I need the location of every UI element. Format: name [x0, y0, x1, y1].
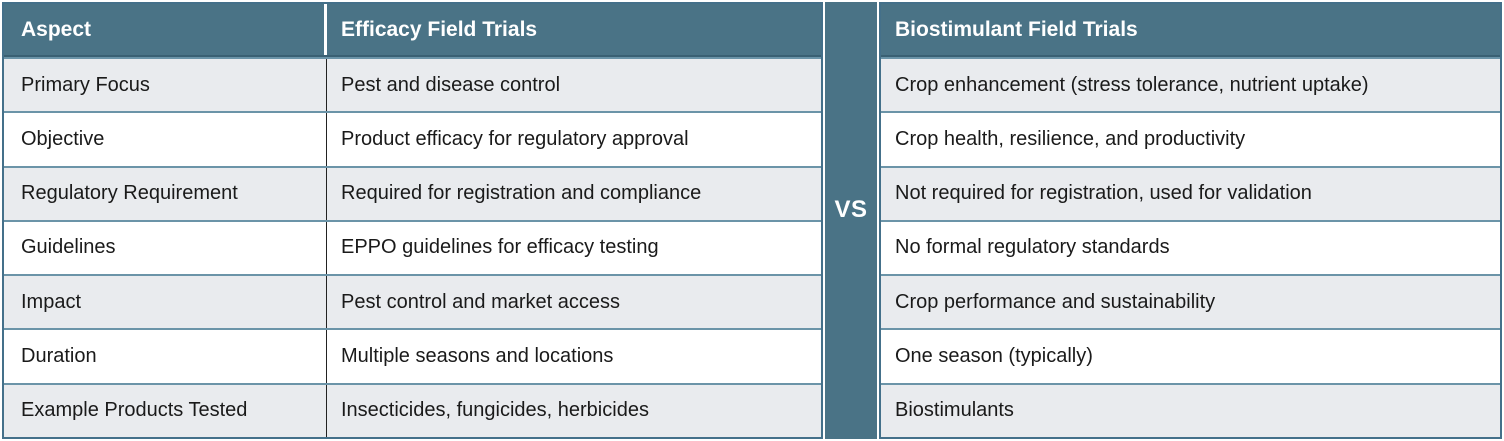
vs-label: VS: [834, 195, 868, 223]
table-row: Duration Multiple seasons and locations: [4, 328, 821, 383]
aspect-column-header: Aspect: [4, 4, 327, 55]
biostimulant-cell: Not required for registration, used for …: [895, 182, 1312, 205]
biostimulant-table: Biostimulant Field Trials Crop enhanceme…: [879, 2, 1502, 439]
aspect-cell: Regulatory Requirement: [4, 167, 327, 220]
efficacy-table-header-row: Aspect Efficacy Field Trials: [4, 4, 821, 57]
efficacy-cell: Product efficacy for regulatory approval: [341, 127, 689, 150]
table-row: Crop health, resilience, and productivit…: [881, 111, 1500, 166]
aspect-cell: Duration: [4, 330, 327, 383]
table-row: One season (typically): [881, 328, 1500, 383]
biostimulant-cell: Biostimulants: [895, 399, 1014, 422]
efficacy-cell: Insecticides, fungicides, herbicides: [341, 399, 649, 422]
biostimulant-cell: One season (typically): [895, 345, 1093, 368]
efficacy-column-header: Efficacy Field Trials: [341, 17, 538, 41]
efficacy-cell: EPPO guidelines for efficacy testing: [341, 236, 659, 259]
efficacy-cell: Pest control and market access: [341, 290, 621, 313]
table-row: Not required for registration, used for …: [881, 165, 1500, 220]
aspect-cell: Guidelines: [4, 221, 327, 275]
biostimulant-cell: Crop enhancement (stress tolerance, nutr…: [895, 73, 1369, 96]
biostimulant-column-header: Biostimulant Field Trials: [895, 17, 1138, 41]
table-row: Crop performance and sustainability: [881, 274, 1500, 329]
table-row: Biostimulants: [881, 382, 1500, 437]
biostimulant-table-header-row: Biostimulant Field Trials: [881, 4, 1500, 57]
table-row: Primary Focus Pest and disease control: [4, 57, 821, 112]
table-row: Objective Product efficacy for regulator…: [4, 111, 821, 166]
aspect-cell: Impact: [4, 276, 327, 329]
table-row: No formal regulatory standards: [881, 219, 1500, 275]
biostimulant-cell: Crop performance and sustainability: [895, 290, 1216, 313]
table-row: Crop enhancement (stress tolerance, nutr…: [881, 57, 1500, 112]
efficacy-cell: Multiple seasons and locations: [341, 345, 614, 368]
biostimulant-cell: No formal regulatory standards: [895, 236, 1170, 259]
aspect-cell: Example Products Tested: [4, 384, 327, 437]
aspect-cell: Objective: [4, 113, 327, 166]
vs-divider-band: VS: [825, 2, 877, 439]
table-row: Example Products Tested Insecticides, fu…: [4, 382, 821, 437]
table-row: Guidelines EPPO guidelines for efficacy …: [4, 219, 821, 275]
table-row: Impact Pest control and market access: [4, 274, 821, 329]
biostimulant-cell: Crop health, resilience, and productivit…: [895, 127, 1246, 150]
efficacy-cell: Pest and disease control: [341, 73, 561, 96]
efficacy-table: Aspect Efficacy Field Trials Primary Foc…: [2, 2, 823, 439]
table-row: Regulatory Requirement Required for regi…: [4, 165, 821, 220]
aspect-cell: Primary Focus: [4, 59, 327, 112]
efficacy-cell: Required for registration and compliance: [341, 182, 702, 205]
